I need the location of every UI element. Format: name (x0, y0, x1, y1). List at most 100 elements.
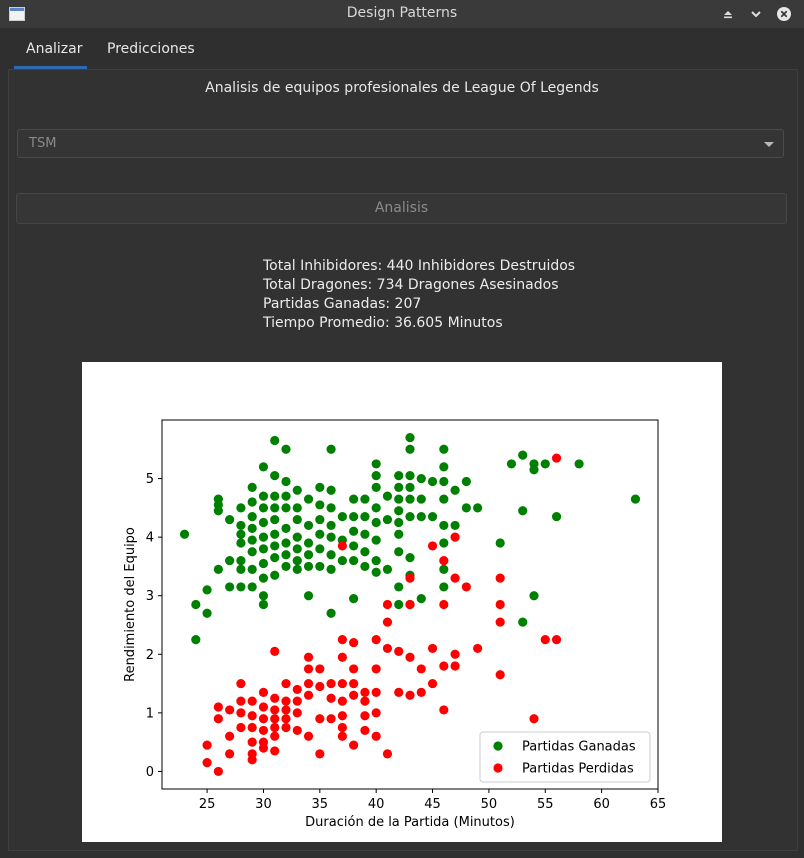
win-point (405, 444, 415, 454)
loss-point (213, 714, 223, 724)
win-point (360, 494, 370, 504)
loss-point (225, 749, 235, 759)
close-icon[interactable] (776, 6, 792, 22)
win-point (439, 494, 449, 504)
loss-point (270, 705, 280, 715)
win-point (371, 503, 381, 513)
loss-point (495, 573, 505, 583)
win-point (202, 608, 212, 618)
win-point (326, 444, 336, 454)
loss-point (303, 731, 314, 741)
win-point (281, 550, 291, 560)
stat-dragons: Total Dragones: 734 Dragones Asesinados (263, 277, 559, 293)
loss-point (202, 758, 212, 768)
win-point (360, 547, 370, 557)
win-point (315, 561, 325, 572)
loss-point (371, 664, 381, 674)
win-point (292, 485, 302, 495)
loss-point (382, 617, 393, 627)
win-point (450, 485, 460, 495)
win-point (270, 529, 280, 539)
loss-point (270, 731, 280, 741)
app-window-icon (9, 7, 25, 21)
loss-point (450, 573, 460, 583)
maximize-icon[interactable] (720, 6, 736, 22)
win-point (225, 514, 235, 525)
loss-point (382, 749, 393, 759)
win-point (394, 506, 404, 516)
win-point (326, 550, 336, 560)
win-point (270, 491, 280, 501)
loss-point (439, 661, 449, 671)
loss-point (371, 635, 381, 645)
win-point (258, 532, 269, 542)
win-point (394, 582, 404, 592)
loss-point (270, 746, 280, 756)
win-point (405, 512, 415, 522)
loss-point (225, 731, 235, 741)
legend-label: Partidas Perdidas (522, 762, 634, 777)
win-point (461, 503, 471, 513)
win-point (439, 564, 449, 574)
win-point (213, 564, 223, 574)
tab-analizar[interactable]: Analizar (26, 41, 83, 57)
loss-point (225, 705, 235, 715)
win-point (630, 494, 641, 504)
win-point (258, 491, 269, 501)
minimize-icon[interactable] (748, 6, 764, 22)
win-point (371, 482, 381, 492)
win-point (371, 567, 381, 577)
win-point (506, 459, 517, 469)
win-point (416, 494, 426, 504)
win-point (405, 482, 415, 492)
win-point (405, 432, 415, 443)
win-point (360, 512, 370, 522)
loss-point (394, 687, 404, 697)
y-tick-label: 5 (146, 472, 154, 487)
win-point (405, 553, 415, 563)
loss-point (247, 711, 257, 721)
win-point (315, 529, 325, 539)
win-point (236, 503, 246, 513)
loss-point (450, 532, 460, 542)
loss-point (315, 714, 325, 724)
loss-point (303, 678, 314, 689)
win-point (371, 555, 381, 566)
x-tick-label: 60 (593, 797, 610, 812)
loss-point (439, 705, 449, 715)
loss-point (315, 664, 325, 674)
win-point (247, 582, 257, 592)
loss-point (270, 722, 280, 733)
win-point (270, 570, 280, 580)
win-point (292, 503, 302, 513)
win-point (247, 523, 257, 533)
win-point (450, 520, 460, 531)
win-point (270, 435, 280, 446)
win-point (258, 599, 269, 610)
win-point (427, 476, 438, 487)
x-tick-label: 55 (537, 797, 554, 812)
loss-point (337, 678, 347, 689)
win-point (202, 585, 212, 595)
x-tick-label: 25 (199, 797, 216, 812)
chart-container: 25 30 35 40 45 50 55 60 65 0 1 2 3 4 5 Duración de la P… (82, 362, 722, 842)
loss-point (236, 678, 246, 689)
loss-point (349, 678, 359, 689)
win-point (394, 494, 404, 504)
team-select[interactable]: TSM (17, 129, 784, 158)
loss-point (270, 646, 280, 656)
win-point (439, 444, 449, 454)
win-point (416, 473, 426, 484)
win-point (281, 491, 291, 501)
win-point (518, 450, 528, 460)
tab-predicciones[interactable]: Predicciones (107, 41, 195, 57)
loss-point (405, 652, 415, 662)
win-point (247, 564, 257, 574)
win-point (540, 459, 550, 469)
analyze-button[interactable]: Analisis (16, 193, 787, 224)
page-heading: Analisis de equipos profesionales de Lea… (205, 80, 599, 96)
loss-point (427, 541, 438, 551)
win-point (337, 512, 347, 522)
win-point (405, 494, 415, 504)
